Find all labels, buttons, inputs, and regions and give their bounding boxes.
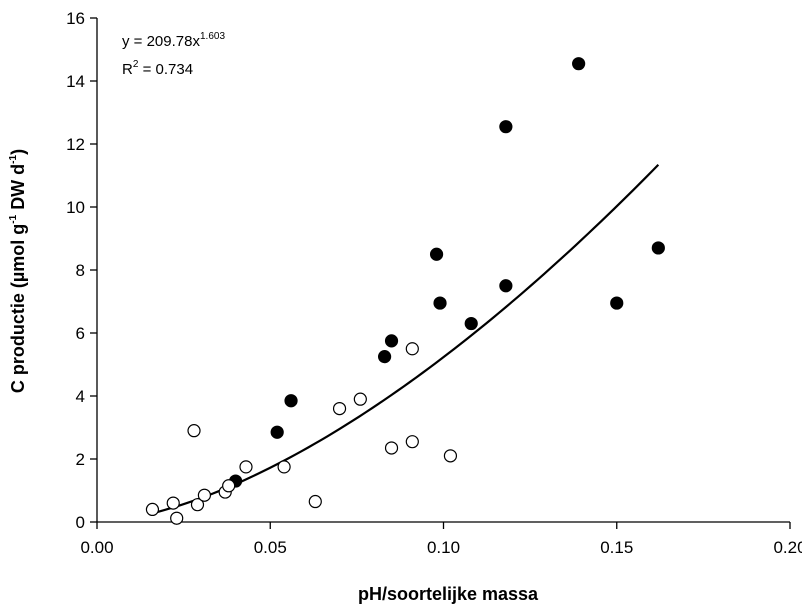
open-point: [197, 488, 212, 502]
y-tick-label: 4: [76, 387, 85, 406]
x-axis-title: pH/soortelijke massa: [358, 584, 539, 604]
open-point: [332, 402, 347, 416]
open-point: [384, 441, 399, 455]
fit-layer: [148, 164, 660, 516]
x-tick-label: 0.15: [600, 538, 633, 557]
filled-point: [464, 316, 478, 331]
filled-point: [284, 394, 298, 408]
open-point: [405, 342, 419, 356]
y-tick-label: 16: [66, 9, 85, 28]
filled-point: [377, 350, 392, 364]
filled-point: [572, 57, 586, 71]
y-tick-label: 6: [76, 324, 85, 343]
open-point: [170, 511, 184, 525]
filled-point: [384, 334, 399, 348]
points-layer: [145, 57, 665, 525]
y-tick-label: 0: [76, 513, 85, 532]
filled-point: [499, 279, 513, 293]
axes: 0 2 4 6 8 10 12 14 16 0.00 0.05 0.10 0.15 0.20: [66, 9, 802, 557]
filled-point: [610, 296, 624, 310]
y-tick-label: 2: [76, 450, 85, 469]
r-squared-annotation: R2 = 0.734: [122, 59, 193, 78]
open-point: [308, 494, 322, 509]
y-axis-title: C productie (µmol g-1 DW d-1): [8, 149, 28, 393]
y-tick-label: 12: [66, 135, 85, 154]
open-point: [222, 479, 236, 493]
filled-point: [433, 296, 447, 310]
open-point: [190, 498, 205, 512]
x-tick-label: 0.05: [254, 538, 287, 557]
open-point: [277, 460, 291, 474]
filled-point: [651, 241, 665, 255]
open-point: [353, 392, 367, 406]
trendline: [148, 164, 660, 516]
open-point: [405, 435, 419, 449]
open-point: [187, 424, 201, 438]
y-tick-label: 8: [76, 261, 85, 280]
open-point: [145, 502, 160, 516]
open-point: [443, 449, 458, 463]
open-point: [239, 460, 253, 474]
filled-point: [429, 247, 444, 261]
y-tick-label: 14: [66, 72, 85, 91]
x-tick-label: 0.00: [80, 538, 113, 557]
x-tick-label: 0.10: [427, 538, 460, 557]
open-point: [166, 496, 180, 510]
filled-point: [270, 425, 284, 439]
equation-annotation: y = 209.78x1.603: [122, 31, 225, 50]
filled-point: [499, 120, 513, 134]
x-tick-label: 0.20: [773, 538, 802, 557]
y-tick-label: 10: [66, 198, 85, 217]
